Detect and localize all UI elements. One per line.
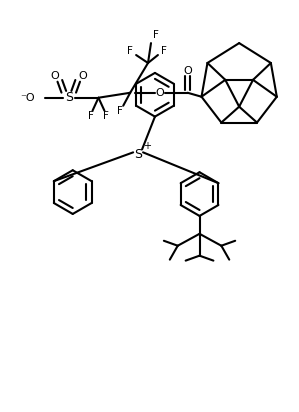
Text: O: O: [155, 88, 164, 98]
Text: F: F: [153, 30, 159, 40]
Text: F: F: [127, 46, 133, 56]
Text: F: F: [103, 110, 109, 121]
Text: O: O: [78, 71, 87, 81]
Text: O: O: [183, 66, 192, 76]
Text: S: S: [134, 148, 142, 161]
Text: F: F: [161, 46, 167, 56]
Text: O: O: [51, 71, 59, 81]
Text: F: F: [88, 110, 94, 121]
Text: F: F: [117, 105, 123, 116]
Text: S: S: [65, 91, 73, 104]
Text: +: +: [143, 141, 151, 151]
Text: ⁻O: ⁻O: [20, 93, 35, 103]
